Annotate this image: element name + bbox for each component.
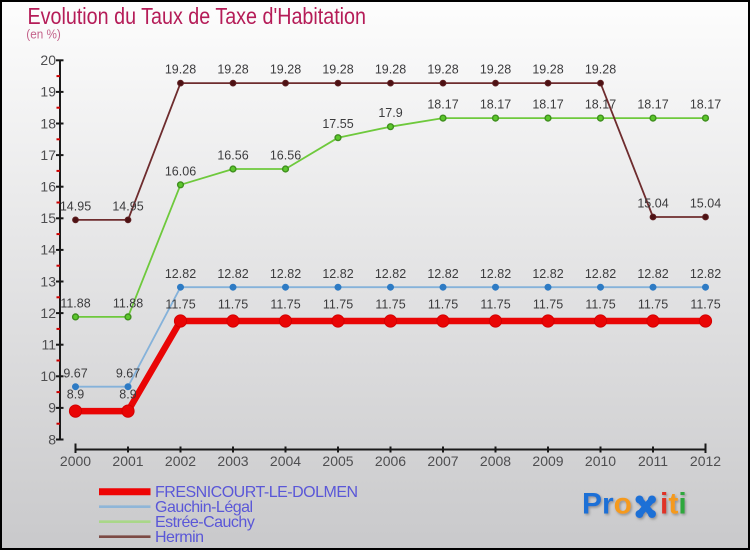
svg-text:14: 14 [40, 242, 56, 258]
svg-text:Estrée-Cauchy: Estrée-Cauchy [155, 514, 255, 531]
svg-text:19.28: 19.28 [427, 63, 458, 77]
svg-text:11: 11 [41, 337, 56, 353]
svg-text:16.56: 16.56 [217, 149, 248, 163]
svg-text:11.88: 11.88 [113, 296, 143, 310]
svg-text:15.04: 15.04 [637, 197, 668, 211]
svg-text:8: 8 [48, 431, 56, 447]
svg-text:19.28: 19.28 [270, 63, 301, 77]
svg-text:8.9: 8.9 [119, 388, 136, 402]
svg-text:15: 15 [40, 210, 56, 226]
svg-text:8.9: 8.9 [67, 388, 84, 402]
svg-text:12.82: 12.82 [165, 267, 196, 281]
svg-text:11.75: 11.75 [585, 298, 615, 312]
svg-text:20: 20 [40, 52, 56, 68]
svg-text:18.17: 18.17 [532, 98, 563, 112]
svg-text:11.75: 11.75 [218, 298, 248, 312]
svg-text:11.75: 11.75 [375, 298, 405, 312]
svg-text:11.75: 11.75 [638, 298, 668, 312]
svg-text:10: 10 [40, 368, 56, 384]
svg-text:19.28: 19.28 [532, 63, 563, 77]
svg-text:19.28: 19.28 [217, 63, 248, 77]
svg-text:11.75: 11.75 [270, 298, 300, 312]
svg-text:2008: 2008 [480, 453, 511, 469]
svg-text:16: 16 [40, 179, 56, 195]
svg-text:FRESNICOURT-LE-DOLMEN: FRESNICOURT-LE-DOLMEN [155, 484, 358, 501]
svg-text:19: 19 [40, 84, 56, 100]
svg-text:12.82: 12.82 [585, 267, 616, 281]
svg-text:12.82: 12.82 [480, 267, 511, 281]
svg-text:14.95: 14.95 [112, 199, 143, 213]
svg-text:18: 18 [40, 115, 56, 131]
svg-text:Evolution du Taux de Taxe d'Ha: Evolution du Taux de Taxe d'Habitation [28, 3, 367, 29]
svg-text:15.04: 15.04 [690, 197, 721, 211]
svg-text:Pro: Pro [582, 488, 632, 521]
svg-text:2007: 2007 [427, 453, 458, 469]
svg-text:13: 13 [40, 273, 56, 289]
svg-text:17.9: 17.9 [378, 106, 402, 120]
svg-text:11.75: 11.75 [690, 298, 720, 312]
svg-text:14.95: 14.95 [60, 199, 91, 213]
svg-text:18.17: 18.17 [427, 98, 458, 112]
svg-text:2011: 2011 [638, 453, 668, 469]
svg-text:12.82: 12.82 [637, 267, 668, 281]
svg-text:Hermin: Hermin [155, 529, 204, 546]
svg-text:18.17: 18.17 [637, 98, 668, 112]
svg-text:(en %): (en %) [26, 27, 61, 42]
svg-text:19.28: 19.28 [322, 63, 353, 77]
svg-text:2012: 2012 [690, 453, 721, 469]
svg-text:12.82: 12.82 [270, 267, 301, 281]
svg-text:Gauchin-Légal: Gauchin-Légal [155, 499, 253, 516]
svg-text:17: 17 [40, 147, 56, 163]
svg-text:11.88: 11.88 [60, 296, 90, 310]
svg-text:2010: 2010 [585, 453, 616, 469]
svg-text:18.17: 18.17 [585, 98, 616, 112]
svg-text:9.67: 9.67 [63, 366, 87, 380]
svg-text:12: 12 [40, 305, 56, 321]
svg-text:12.82: 12.82 [217, 267, 248, 281]
svg-text:iti: iti [660, 488, 687, 521]
svg-text:12.82: 12.82 [322, 267, 353, 281]
svg-text:11.75: 11.75 [428, 298, 458, 312]
svg-text:18.17: 18.17 [480, 98, 511, 112]
svg-text:2000: 2000 [60, 453, 91, 469]
svg-text:2005: 2005 [322, 453, 353, 469]
svg-text:2002: 2002 [165, 453, 196, 469]
svg-text:16.56: 16.56 [270, 149, 301, 163]
svg-text:9.67: 9.67 [116, 366, 140, 380]
svg-text:19.28: 19.28 [585, 63, 616, 77]
svg-text:2004: 2004 [270, 453, 301, 469]
svg-text:16.06: 16.06 [165, 164, 196, 178]
svg-text:12.82: 12.82 [427, 267, 458, 281]
svg-text:11.75: 11.75 [480, 298, 510, 312]
svg-text:11.75: 11.75 [323, 298, 353, 312]
svg-text:11.75: 11.75 [165, 298, 195, 312]
svg-text:19.28: 19.28 [375, 63, 406, 77]
svg-text:2003: 2003 [217, 453, 248, 469]
svg-text:18.17: 18.17 [690, 98, 721, 112]
svg-text:2006: 2006 [375, 453, 406, 469]
svg-text:11.75: 11.75 [533, 298, 563, 312]
svg-text:9: 9 [48, 400, 56, 416]
svg-text:2001: 2001 [112, 453, 143, 469]
svg-text:19.28: 19.28 [480, 63, 511, 77]
svg-text:12.82: 12.82 [532, 267, 563, 281]
svg-text:2009: 2009 [532, 453, 563, 469]
svg-text:12.82: 12.82 [690, 267, 721, 281]
svg-text:17.55: 17.55 [322, 117, 353, 131]
svg-text:12.82: 12.82 [375, 267, 406, 281]
svg-text:19.28: 19.28 [165, 63, 196, 77]
